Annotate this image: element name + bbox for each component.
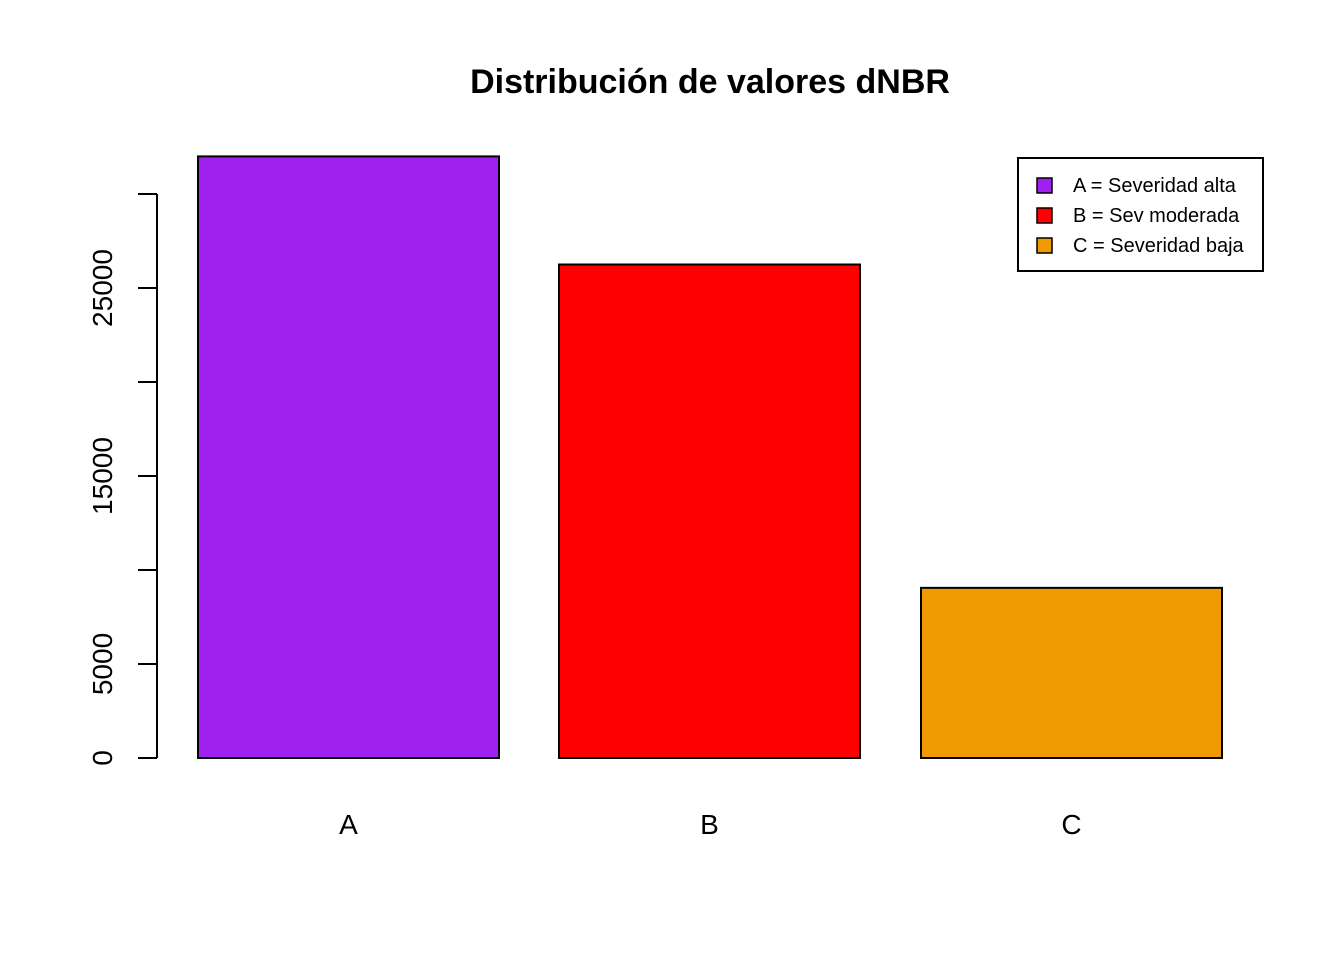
y-tick-label: 15000 (87, 437, 118, 515)
legend: A = Severidad alta B = Sev moderada C = Se… (1017, 157, 1264, 272)
bar-b (558, 263, 861, 759)
bar-c (920, 586, 1223, 759)
legend-swatch (1036, 237, 1053, 254)
bar-a (197, 155, 500, 759)
chart-title: Distribución de valores dNBR (470, 63, 950, 101)
legend-swatch (1036, 207, 1053, 224)
category-label-c: C (1061, 809, 1081, 840)
y-tick-label: 0 (87, 750, 118, 766)
legend-label: C = Severidad baja (1073, 235, 1245, 257)
legend-items: A = Severidad alta B = Sev moderada C = Se… (1036, 175, 1245, 257)
category-labels: A B C (339, 809, 1081, 840)
legend-box (1017, 157, 1264, 272)
legend-label: B = Sev moderada (1073, 205, 1240, 227)
bars-group (197, 155, 1223, 759)
category-label-a: A (339, 809, 358, 840)
legend-label: A = Severidad alta (1073, 175, 1237, 197)
category-label-b: B (700, 809, 719, 840)
y-axis-ticks: 0 5000 15000 25000 (87, 193, 157, 766)
legend-swatch (1036, 177, 1053, 194)
y-tick-label: 5000 (87, 633, 118, 695)
y-tick-label: 25000 (87, 249, 118, 327)
